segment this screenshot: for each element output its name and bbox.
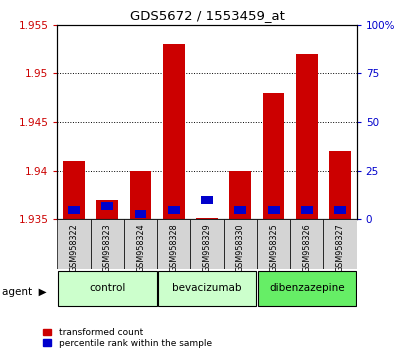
Text: GSM958326: GSM958326 bbox=[301, 223, 310, 272]
Bar bbox=[333, 206, 345, 213]
Bar bbox=[229, 171, 250, 219]
Text: control: control bbox=[89, 283, 125, 293]
Bar bbox=[63, 161, 85, 219]
Text: GSM958328: GSM958328 bbox=[169, 223, 178, 272]
Bar bbox=[295, 54, 317, 219]
Bar bbox=[163, 44, 184, 219]
Bar bbox=[290, 219, 323, 269]
Bar bbox=[328, 151, 350, 219]
Bar bbox=[257, 271, 355, 306]
Text: GSM958330: GSM958330 bbox=[235, 223, 244, 272]
Bar bbox=[57, 219, 90, 269]
Text: bevacizumab: bevacizumab bbox=[172, 283, 241, 293]
Bar bbox=[201, 196, 212, 204]
Bar bbox=[196, 217, 217, 219]
Bar bbox=[157, 271, 256, 306]
Bar bbox=[134, 210, 146, 217]
Bar bbox=[101, 202, 113, 210]
Bar bbox=[267, 206, 279, 213]
Text: GSM958322: GSM958322 bbox=[70, 223, 79, 272]
Bar bbox=[223, 219, 256, 269]
Bar bbox=[234, 206, 246, 213]
Bar bbox=[256, 219, 290, 269]
Title: GDS5672 / 1553459_at: GDS5672 / 1553459_at bbox=[129, 9, 284, 22]
Bar bbox=[190, 219, 223, 269]
Legend: transformed count, percentile rank within the sample: transformed count, percentile rank withi… bbox=[41, 326, 213, 349]
Bar bbox=[300, 206, 312, 213]
Text: agent  ▶: agent ▶ bbox=[2, 287, 47, 297]
Bar bbox=[167, 206, 179, 213]
Bar bbox=[124, 219, 157, 269]
Text: GSM958327: GSM958327 bbox=[335, 223, 344, 272]
Text: GSM958329: GSM958329 bbox=[202, 223, 211, 272]
Bar bbox=[129, 171, 151, 219]
Bar bbox=[262, 93, 284, 219]
Bar bbox=[90, 219, 124, 269]
Bar bbox=[157, 219, 190, 269]
Bar bbox=[58, 271, 156, 306]
Text: GSM958324: GSM958324 bbox=[136, 223, 145, 272]
Bar bbox=[323, 219, 356, 269]
Text: GSM958325: GSM958325 bbox=[268, 223, 277, 272]
Bar bbox=[68, 206, 80, 213]
Text: GSM958323: GSM958323 bbox=[103, 223, 112, 272]
Text: dibenzazepine: dibenzazepine bbox=[268, 283, 344, 293]
Bar bbox=[96, 200, 118, 219]
